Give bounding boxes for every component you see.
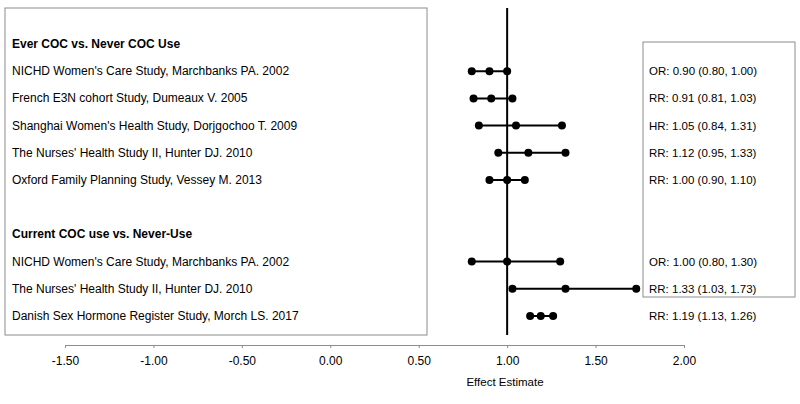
ci-lower: [468, 67, 476, 75]
labels: Ever COC vs. Never COC Use NICHD Women's …: [12, 37, 757, 323]
x-tick: 1.00: [496, 345, 520, 368]
x-tick-label: 2.00: [673, 354, 697, 368]
estimate-label: RR: 0.91 (0.81, 1.03): [649, 92, 757, 104]
x-tick-label: -0.50: [229, 354, 257, 368]
label-box: [5, 8, 427, 335]
x-tick: 0.50: [408, 345, 432, 368]
estimate-label: OR: 1.00 (0.80, 1.30): [649, 256, 757, 268]
ci-upper: [632, 285, 640, 293]
x-tick-label: 0.50: [408, 354, 432, 368]
ci-upper: [556, 258, 564, 266]
x-tick-label: 1.50: [584, 354, 608, 368]
estimate-label: RR: 1.19 (1.13, 1.26): [649, 310, 757, 322]
study-label: The Nurses' Health Study II, Hunter DJ. …: [12, 146, 253, 160]
x-tick-label: -1.00: [140, 354, 168, 368]
ci-upper: [508, 94, 516, 102]
study-label: The Nurses' Health Study II, Hunter DJ. …: [12, 282, 253, 296]
ci-upper: [562, 149, 570, 157]
x-axis: -1.50 -1.00 -0.50 0.00 0.50 1.00 1.50 2.00: [52, 345, 697, 368]
x-tick: -0.50: [229, 345, 257, 368]
ci-lower: [475, 122, 483, 130]
study-label: Danish Sex Hormone Register Study, Morch…: [12, 309, 299, 323]
ci-line: [472, 261, 560, 263]
x-tick-mark: [596, 345, 597, 348]
estimate-label: RR: 1.00 (0.90, 1.10): [649, 174, 757, 186]
x-tick-label: -1.50: [52, 354, 80, 368]
point-estimate: [524, 149, 532, 157]
reference-line: [506, 8, 508, 335]
group-title: Current COC use vs. Never-Use: [12, 227, 192, 241]
ci-lower: [485, 176, 493, 184]
study-label: NICHD Women's Care Study, Marchbanks PA.…: [12, 64, 289, 78]
point-estimate: [537, 312, 545, 320]
x-tick-mark: [65, 345, 66, 348]
x-axis-title: Effect Estimate: [466, 376, 543, 388]
x-tick-mark: [330, 345, 331, 348]
x-tick: -1.50: [52, 345, 80, 368]
point-estimate: [485, 67, 493, 75]
study-label: French E3N cohort Study, Dumeaux V. 2005: [12, 91, 248, 105]
marks: [468, 8, 640, 335]
x-tick: 0.00: [319, 345, 343, 368]
study-label: Oxford Family Planning Study, Vessey M. …: [12, 173, 262, 187]
estimate-label: RR: 1.12 (0.95, 1.33): [649, 147, 757, 159]
study-label: NICHD Women's Care Study, Marchbanks PA.…: [12, 255, 289, 269]
ci-lower: [494, 149, 502, 157]
estimate-label: HR: 1.05 (0.84, 1.31): [649, 120, 757, 132]
ci-lower: [508, 285, 516, 293]
x-tick: 1.50: [584, 345, 608, 368]
estimate-label: OR: 0.90 (0.80, 1.00): [649, 65, 757, 77]
x-tick-mark: [419, 345, 420, 348]
point-estimate: [487, 94, 495, 102]
x-tick-mark: [507, 345, 508, 348]
x-tick-mark: [684, 345, 685, 348]
x-tick-label: 0.00: [319, 354, 343, 368]
point-estimate: [562, 285, 570, 293]
estimate-label: RR: 1.33 (1.03, 1.73): [649, 283, 757, 295]
ci-upper: [549, 312, 557, 320]
point-estimate: [503, 258, 511, 266]
x-tick-label: 1.00: [496, 354, 520, 368]
ci-upper: [558, 122, 566, 130]
ci-lower: [470, 94, 478, 102]
group-title: Ever COC vs. Never COC Use: [12, 37, 180, 51]
ci-line: [479, 125, 562, 127]
x-tick-mark: [153, 345, 154, 348]
x-tick-mark: [242, 345, 243, 348]
ci-upper: [521, 176, 529, 184]
estimate-box: [643, 42, 795, 297]
ci-lower: [468, 258, 476, 266]
ci-lower: [526, 312, 534, 320]
ci-upper: [503, 67, 511, 75]
x-axis-line: [66, 345, 685, 346]
x-tick: -1.00: [140, 345, 168, 368]
chart-container: -1.50 -1.00 -0.50 0.00 0.50 1.00 1.50 2.00 Effec…: [0, 0, 800, 404]
x-tick: 2.00: [673, 345, 697, 368]
point-estimate: [503, 176, 511, 184]
ci-line: [512, 288, 636, 290]
study-label: Shanghai Women's Health Study, Dorjgocho…: [12, 119, 297, 133]
forest-plot: -1.50 -1.00 -0.50 0.00 0.50 1.00 1.50 2.00 Effec…: [0, 0, 800, 404]
point-estimate: [512, 122, 520, 130]
